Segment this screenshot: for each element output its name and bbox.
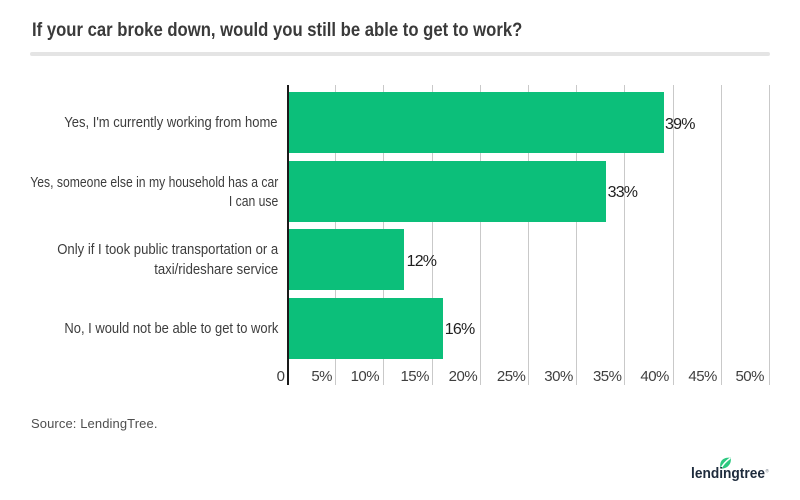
svg-text:lendingtree: lendingtree	[691, 466, 765, 482]
svg-text:®: ®	[766, 468, 770, 474]
